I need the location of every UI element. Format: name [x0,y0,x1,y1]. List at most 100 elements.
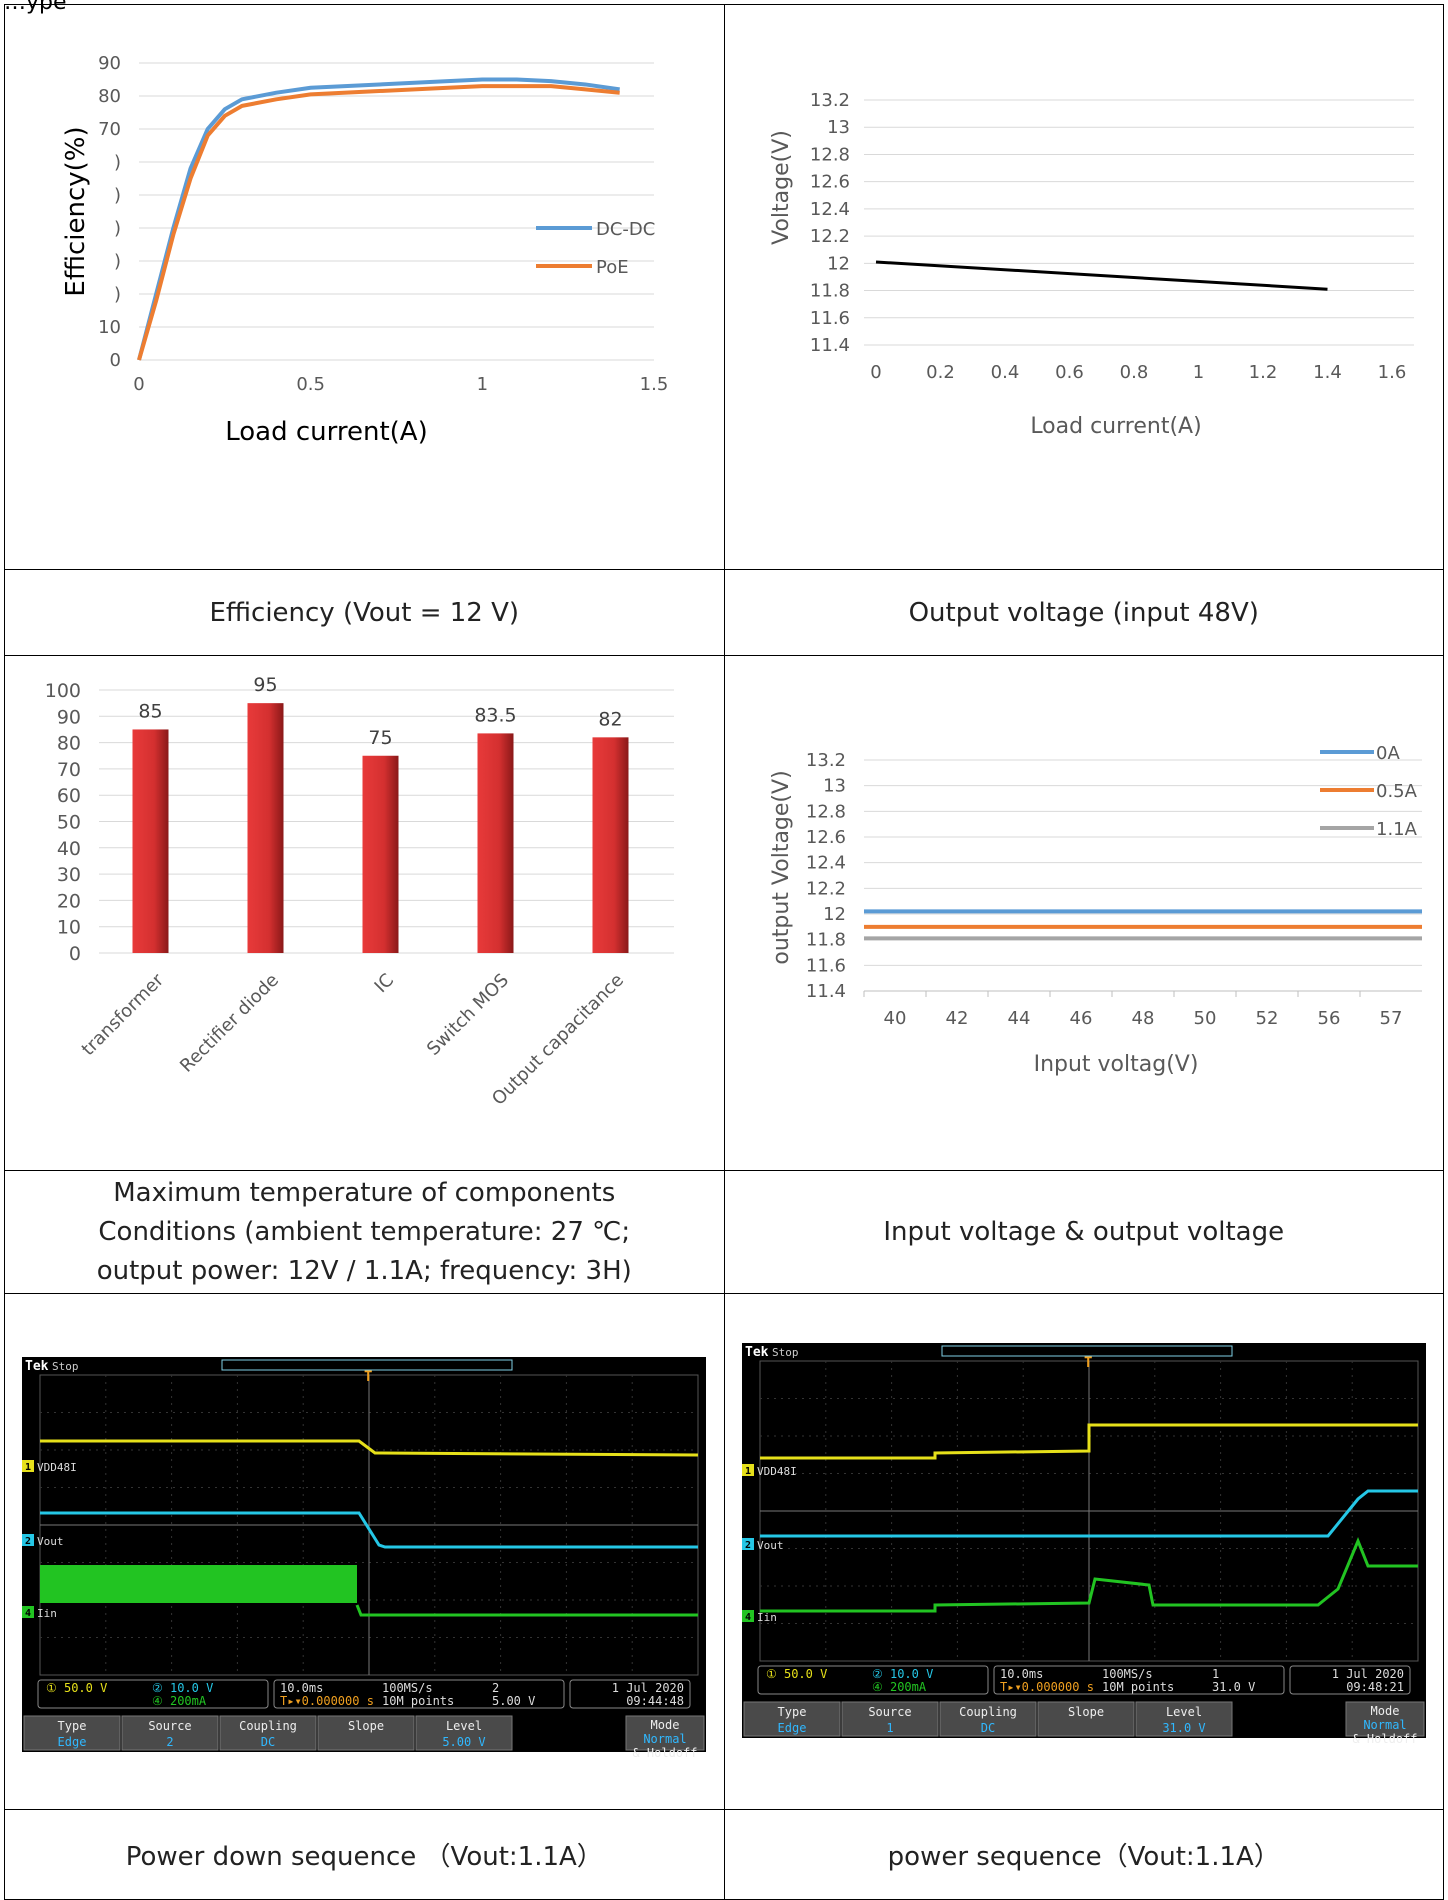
voltage-series-line [875,260,1328,291]
scope-timebase: 10.0ms [280,1681,323,1695]
scope-screen [741,1342,1426,1738]
power-up-oscilloscope: Tek Stop T 1 VDD48I 2 Vout 4 Iin ① 50.0 V ② 10.0 V… [741,1342,1426,1746]
io-y-tick: 12.2 [806,878,846,899]
scope-menu-title: Level [1166,1705,1202,1719]
scope-ch4-noise-band [40,1564,358,1603]
scope-channel-marker [22,1533,35,1546]
scope-clock-status [1289,1665,1411,1694]
efficiency-y-tick: ) [114,218,121,239]
scope-menu-button[interactable] [939,1701,1037,1736]
scope-state: Stop [52,1360,79,1373]
scope-mode-extra: & Holdoff [1352,1732,1417,1746]
io-x-title: Input voltag(V) [1033,1052,1198,1077]
scope-menu-title: Type [777,1705,806,1719]
io-legend-label: 1.1A [1376,819,1418,840]
scope-menu-value: Edge [58,1735,87,1749]
scope-brand: Tek [25,1359,49,1374]
scope-ch2-trace [40,1511,699,1548]
scope-clock-status [569,1679,691,1708]
efficiency-y-tick: ) [114,152,121,173]
scope-menu-button[interactable] [1037,1701,1135,1736]
io-legend-label: 0A [1376,743,1400,764]
scope-brand: Tek [745,1345,769,1360]
scope-menu-value: 1 [886,1721,893,1735]
scope-ch4-scale: ④ 200mA [872,1680,927,1694]
scope-menu-button[interactable] [121,1715,219,1750]
temperature-chart-cell: 100 90 80 70 60 50 40 30 20 10 0 85 transformer 95 Rec… [4,655,725,1171]
io-x-tick: 40 [883,1008,906,1029]
temperature-value-label: 95 [254,674,278,696]
voltage-y-tick: 11.8 [810,281,850,302]
io-y-tick: 12.4 [806,853,846,874]
efficiency-y-tick: 90 [98,53,121,74]
scope-menu-value: 5.00 V [443,1735,486,1749]
scope-menu-button[interactable] [415,1715,513,1750]
io-y-tick: 13.2 [806,750,846,771]
voltage-y-tick: 11.4 [810,335,850,356]
scope-channel-status [37,1679,269,1708]
efficiency-y-tick: 70 [98,119,121,140]
scope-channel-label: VDD48I [37,1461,77,1474]
scope-trigger-level: 31.0 V [1212,1680,1255,1694]
temperature-bar [592,737,629,953]
scope-channel-label: VDD48I [757,1465,797,1478]
scope-ch4-scale: ④ 200mA [152,1694,207,1708]
scope-mode-title: Mode [651,1718,680,1732]
scope-sample-rate: 100MS/s [1102,1667,1153,1681]
temperature-y-tick: 100 [45,680,81,702]
input-output-caption: Input voltage & output voltage [723,1170,1444,1294]
temperature-value-label: 82 [599,708,623,730]
scope-ch1-scale: ① 50.0 V [766,1667,827,1681]
scope-menu-title: Slope [1068,1705,1104,1719]
io-x-tick: 57 [1379,1008,1402,1029]
voltage-y-tick: 12.6 [810,172,850,193]
scope-channel-number: 4 [25,1608,31,1619]
results-table: 90 80 70))))) 10 0 0 0.5 1 1.5 Load current(A) Eff… [4,4,1444,1900]
scope-channel-number: 2 [25,1536,31,1547]
temperature-bar [477,733,514,953]
scope-ch2-trace [759,1489,1418,1537]
scope-menu-title: Type [58,1719,87,1733]
io-x-tick: 52 [1255,1008,1278,1029]
voltage-x-tick: 1 [1193,362,1204,383]
scope-menu-button[interactable] [317,1715,415,1750]
scope-ch2-scale: ② 10.0 V [152,1681,213,1695]
scope-channel-marker [741,1537,754,1550]
scope-channel-status [757,1665,989,1694]
scope-mode-value: Normal [1363,1718,1406,1732]
scope-timebase: 10.0ms [1000,1667,1043,1681]
temperature-bar [132,729,169,953]
scope-mode-button[interactable] [625,1715,705,1750]
voltage-y-tick: 12.2 [810,226,850,247]
scope-menu-title: Source [149,1719,192,1733]
scope-mode-button[interactable] [1345,1701,1425,1736]
scope-ch4-trace [355,1603,699,1616]
scope-menu-button[interactable] [841,1701,939,1736]
scope-channel-number: 1 [25,1462,31,1473]
input-output-chart: 13.2 13 12.8 12.6 12.4 12.2 12 11.8 11.6 11.4 40 42… [769,743,1422,1077]
scope-date: 1 Jul 2020 [1332,1667,1404,1681]
scope-record-bar [221,1359,513,1370]
io-y-tick: 12.6 [806,827,846,848]
efficiency-x-tick: 1.5 [640,374,669,395]
temperature-bar [247,703,284,953]
temperature-category-label: Output capacitance [488,970,628,1110]
voltage-y-title: Voltage(V) [769,130,794,245]
temperature-y-tick: 0 [69,943,81,965]
temperature-category-label: IC [371,970,398,997]
voltage-x-tick: 1.4 [1313,362,1342,383]
efficiency-legend-label: PoE [596,257,629,278]
scope-menu-button[interactable] [1135,1701,1233,1736]
scope-channel-number: 4 [745,1612,751,1623]
efficiency-y-tick: ) [114,185,121,206]
temperature-y-tick: 60 [57,785,81,807]
voltage-x-tick: 1.2 [1248,362,1277,383]
scope-channel-marker [22,1459,35,1472]
scope-menu-button[interactable] [743,1701,841,1736]
scope-channel-number: 1 [745,1466,751,1477]
scope-menu-button[interactable] [219,1715,317,1750]
temperature-chart: 100908070605040302010085transformer95Rec… [45,674,675,1110]
scope-channel-marker [741,1609,754,1622]
scope-menu-button[interactable] [23,1715,121,1750]
